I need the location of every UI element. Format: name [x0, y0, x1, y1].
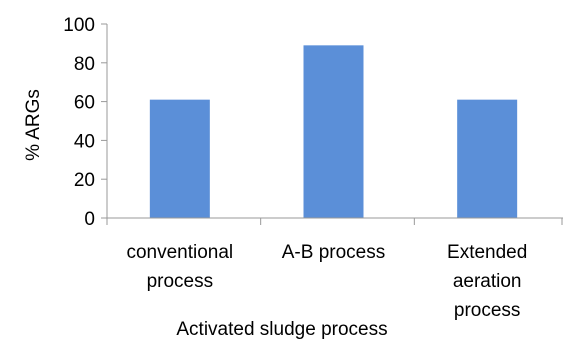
y-tick-label: 40	[74, 131, 95, 152]
y-tick-label: 20	[74, 170, 95, 191]
x-axis-title: Activated sludge process	[176, 319, 387, 339]
category-labels: conventional process A-B process Extended ae…	[126, 242, 527, 321]
bar	[303, 45, 364, 219]
y-ticks: 0 20 40 60 80 100	[63, 15, 107, 230]
category-label: conventional process	[126, 242, 233, 292]
category-label-line: conventional	[126, 242, 233, 263]
y-tick-label: 80	[74, 54, 95, 75]
bar	[149, 99, 210, 218]
category-label-line: process	[147, 271, 214, 292]
category-label-line: A-B process	[282, 242, 385, 263]
category-label: A-B process	[282, 242, 385, 263]
category-label-line: Extended	[447, 242, 527, 263]
y-tick-label: 0	[84, 209, 95, 230]
y-axis-title: % ARGs	[23, 89, 44, 161]
category-label: Extended aeration process	[447, 242, 527, 321]
category-label-line: aeration	[453, 271, 522, 292]
bars-layer	[149, 45, 518, 219]
x-ticks	[106, 218, 563, 225]
bar	[457, 99, 518, 218]
y-tick-label: 60	[74, 93, 95, 114]
y-tick-label: 100	[63, 15, 95, 36]
category-label-line: process	[454, 300, 521, 321]
